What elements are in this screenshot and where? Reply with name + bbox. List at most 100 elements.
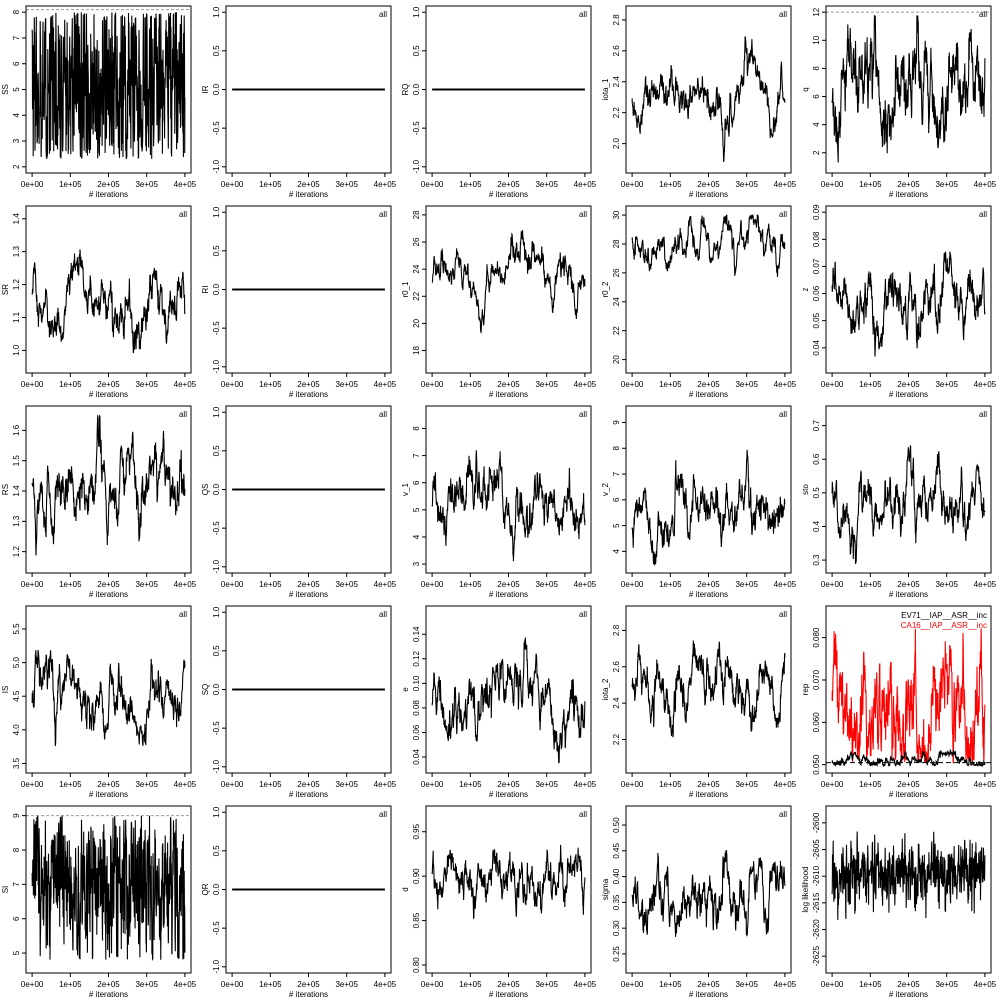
x-tick-label: 4e+05 xyxy=(574,780,597,789)
x-axis-label: # iterations xyxy=(489,190,528,199)
plot-area xyxy=(431,844,586,919)
x-axis-label: # iterations xyxy=(289,190,328,199)
x-tick-label: 1e+05 xyxy=(259,380,282,389)
x-tick-label: 0e+00 xyxy=(621,580,644,589)
y-tick-label: 1.2 xyxy=(12,546,21,558)
trace-line xyxy=(831,445,986,565)
x-tick-label: 2e+05 xyxy=(497,380,520,389)
x-tick-label: 4e+05 xyxy=(974,380,997,389)
y-tick-label: 0.3 xyxy=(812,554,821,566)
y-axis-label: IR xyxy=(201,85,210,93)
plot-frame xyxy=(825,5,992,174)
x-tick-label: 1e+05 xyxy=(859,980,882,989)
x-tick-label: 4e+05 xyxy=(574,180,597,189)
x-tick-label: 4e+05 xyxy=(974,780,997,789)
y-tick-label: 0.12 xyxy=(412,650,421,666)
y-tick-label: 0.30 xyxy=(612,920,621,936)
x-tick-label: 4e+05 xyxy=(374,780,397,789)
y-tick-label: -1.0 xyxy=(212,159,221,173)
y-tick-label: 1.0 xyxy=(212,6,221,18)
plot-frame xyxy=(25,605,192,774)
y-tick-label: 8 xyxy=(412,426,421,431)
y-tick-label: -2605 xyxy=(812,839,821,860)
y-axis-label: d xyxy=(401,887,410,891)
y-tick-label: 4 xyxy=(612,549,621,554)
x-tick-label: 4e+05 xyxy=(774,980,797,989)
x-tick-label: 4e+05 xyxy=(974,580,997,589)
x-tick-label: 1e+05 xyxy=(659,980,682,989)
x-tick-label: 0e+00 xyxy=(21,980,44,989)
y-tick-label: 1.3 xyxy=(12,246,21,258)
y-tick-label: 0.09 xyxy=(812,204,821,220)
x-tick-label: 0e+00 xyxy=(421,580,444,589)
trace-line xyxy=(831,831,986,920)
x-tick-label: 3e+05 xyxy=(335,580,358,589)
plot-frame xyxy=(225,5,392,174)
plot-area xyxy=(31,414,186,556)
plot-frame xyxy=(25,805,192,974)
y-tick-label: 3.5 xyxy=(12,757,21,769)
x-tick-label: 4e+05 xyxy=(774,380,797,389)
x-tick-label: 0e+00 xyxy=(221,180,244,189)
y-tick-label: 0.0 xyxy=(212,883,221,895)
y-tick-label: 24 xyxy=(612,297,621,306)
y-tick-label: 0.14 xyxy=(412,626,421,642)
y-axis-label: sto xyxy=(801,484,810,495)
chain-tag: all xyxy=(579,810,587,819)
y-tick-label: 20 xyxy=(612,355,621,364)
x-axis-label: # iterations xyxy=(89,790,128,799)
plot-frame xyxy=(425,405,592,574)
y-tick-label: -0.5 xyxy=(212,121,221,135)
x-tick-label: 0e+00 xyxy=(421,180,444,189)
trace-line xyxy=(431,844,586,919)
x-tick-label: 0e+00 xyxy=(221,780,244,789)
x-tick-label: 3e+05 xyxy=(735,780,758,789)
x-tick-label: 0e+00 xyxy=(221,380,244,389)
y-axis-label: e xyxy=(401,687,410,692)
y-tick-label: 6 xyxy=(812,94,821,99)
y-tick-label: 0.5 xyxy=(212,245,221,257)
x-axis-label: # iterations xyxy=(289,390,328,399)
plot-area xyxy=(631,850,786,937)
plot-frame xyxy=(825,805,992,974)
y-tick-label: -2615 xyxy=(812,892,821,913)
x-tick-label: 4e+05 xyxy=(574,580,597,589)
y-axis-label: QS xyxy=(201,484,210,496)
x-tick-label: 1e+05 xyxy=(459,780,482,789)
y-tick-label: 0.0 xyxy=(412,83,421,95)
x-axis-label: # iterations xyxy=(89,990,128,999)
y-tick-label: 26 xyxy=(612,268,621,277)
plot-frame xyxy=(625,205,792,374)
chain-tag: all xyxy=(579,610,587,619)
y-tick-label: 12 xyxy=(812,7,821,16)
y-tick-label: 0.0 xyxy=(212,283,221,295)
panel-QR: -1.0 -0.5 0.0 0.5 1.0 0e+00 1e+05 2e+05 3e+05 4e+… xyxy=(201,805,397,999)
y-tick-label: 6 xyxy=(412,480,421,485)
panel-sigma: 0.25 0.30 0.35 0.40 0.45 0.50 0e+00 1e+05 2e+05 3… xyxy=(601,805,797,999)
y-tick-label: 0.5 xyxy=(212,45,221,57)
y-tick-label: -0.5 xyxy=(212,521,221,535)
x-tick-label: 2e+05 xyxy=(697,380,720,389)
x-tick-label: 3e+05 xyxy=(935,180,958,189)
y-tick-label: 0.5 xyxy=(812,487,821,499)
x-tick-label: 2e+05 xyxy=(897,180,920,189)
x-tick-label: 1e+05 xyxy=(59,980,82,989)
panel-z: 0.04 0.05 0.06 0.07 0.08 0.09 0e+00 1e+05 2e+05 3… xyxy=(801,204,997,399)
x-axis-label: # iterations xyxy=(689,990,728,999)
x-tick-label: 4e+05 xyxy=(974,980,997,989)
y-tick-label: 3 xyxy=(412,561,421,566)
y-tick-label: 0.80 xyxy=(412,957,421,973)
x-tick-label: 1e+05 xyxy=(459,580,482,589)
x-tick-label: 3e+05 xyxy=(535,580,558,589)
y-tick-label: 0.5 xyxy=(412,45,421,57)
plot-frame xyxy=(425,605,592,774)
x-tick-label: 2e+05 xyxy=(897,580,920,589)
x-tick-label: 3e+05 xyxy=(335,780,358,789)
x-tick-label: 4e+05 xyxy=(574,980,597,989)
plot-area xyxy=(831,831,986,920)
chain-tag: all xyxy=(579,210,587,219)
x-tick-label: 4e+05 xyxy=(374,180,397,189)
x-tick-label: 1e+05 xyxy=(659,380,682,389)
x-tick-label: 0e+00 xyxy=(421,980,444,989)
